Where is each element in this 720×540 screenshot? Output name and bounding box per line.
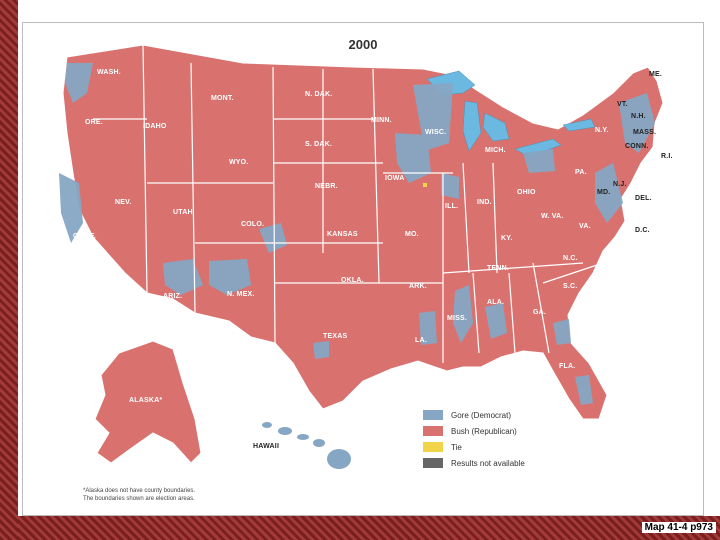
state-label-mass: MASS. (633, 129, 657, 136)
state-label-colo: COLO. (241, 221, 265, 228)
state-label-nh: N.H. (631, 113, 646, 120)
legend-swatch-bush (423, 426, 443, 436)
state-label-miss: MISS. (447, 315, 468, 322)
state-label-mo: MO. (405, 231, 419, 238)
state-label-calif: CALIF. (73, 233, 96, 240)
tie-county (423, 183, 427, 187)
state-label-nc: N.C. (563, 255, 578, 262)
democrat-regions (59, 63, 655, 405)
legend-item-na: Results not available (423, 455, 573, 471)
state-label-alaska: ALASKA* (129, 397, 163, 404)
state-label-mich: MICH. (485, 147, 506, 154)
state-label-idaho: IDAHO (143, 123, 167, 130)
state-label-fla: FLA. (559, 363, 576, 370)
state-label-wash: WASH. (97, 69, 121, 76)
map-frame: 2000 WASH. ORE. IDAHO MONT. WYO. N. DAK.… (22, 22, 704, 516)
us-map (59, 44, 664, 469)
legend-swatch-tie (423, 442, 443, 452)
state-label-conn: CONN. (625, 143, 649, 150)
legend-label-na: Results not available (451, 458, 525, 468)
state-label-sc: S.C. (563, 283, 578, 290)
legend: Gore (Democrat) Bush (Republican) Tie Re… (423, 407, 573, 471)
state-label-iowa: IOWA (385, 175, 405, 182)
state-label-mont: MONT. (211, 95, 234, 102)
state-label-del: DEL. (635, 195, 652, 202)
state-label-vt: VT. (617, 101, 628, 108)
state-label-wisc: WISC. (425, 129, 447, 136)
map-caption: Map 41-4 p973 (641, 522, 716, 533)
state-label-ill: ILL. (445, 203, 459, 210)
great-lakes (426, 70, 596, 158)
state-label-ga: GA. (533, 309, 547, 316)
legend-item-tie: Tie (423, 439, 573, 455)
state-label-minn: MINN. (371, 117, 392, 124)
state-label-ri: R.I. (661, 153, 673, 160)
footnote: *Alaska does not have county boundaries.… (83, 487, 195, 503)
legend-item-gore: Gore (Democrat) (423, 407, 573, 423)
state-label-tenn: TENN. (487, 265, 509, 272)
map-title: 2000 (348, 37, 378, 52)
state-label-ohio: OHIO (517, 189, 536, 196)
state-label-ala: ALA. (487, 299, 505, 306)
legend-swatch-na (423, 458, 443, 468)
state-label-va: VA. (579, 223, 591, 230)
state-label-wva: W. VA. (541, 213, 564, 220)
state-label-nj: N.J. (613, 181, 627, 188)
state-label-texas: TEXAS (323, 333, 348, 340)
state-label-me: ME. (649, 71, 663, 78)
state-label-ind: IND. (477, 199, 492, 206)
state-label-ariz: ARIZ. (163, 293, 183, 300)
state-label-ndak: N. DAK. (305, 91, 333, 98)
state-label-ky: KY. (501, 235, 513, 242)
legend-swatch-gore (423, 410, 443, 420)
hawaii-islands (262, 422, 351, 469)
state-label-wyo: WYO. (229, 159, 249, 166)
legend-item-bush: Bush (Republican) (423, 423, 573, 439)
state-boundaries (93, 44, 604, 363)
state-label-kansas: KANSAS (327, 231, 358, 238)
state-label-dc: D.C. (635, 227, 650, 234)
state-label-nmex: N. MEX. (227, 291, 255, 298)
legend-label-gore: Gore (Democrat) (451, 410, 512, 420)
legend-label-bush: Bush (Republican) (451, 426, 517, 436)
state-label-nebr: NEBR. (315, 183, 338, 190)
state-label-pa: PA. (575, 169, 587, 176)
footnote-line-1: *Alaska does not have county boundaries. (83, 488, 196, 494)
state-label-nev: NEV. (115, 199, 132, 206)
footnote-line-2: The boundaries shown are election areas. (83, 496, 195, 502)
decorative-border-bottom (18, 516, 720, 540)
decorative-border-left (0, 0, 18, 540)
alaska (94, 340, 202, 464)
state-label-utah: UTAH (173, 209, 193, 216)
state-label-ark: ARK. (409, 283, 427, 290)
state-label-ore: ORE. (85, 119, 103, 126)
legend-label-tie: Tie (451, 442, 462, 452)
state-label-md: MD. (597, 189, 611, 196)
state-label-la: LA. (415, 337, 427, 344)
state-label-ny: N.Y. (595, 127, 609, 134)
state-label-hawaii: HAWAII (253, 443, 280, 450)
state-label-sdak: S. DAK. (305, 141, 333, 148)
state-label-okla: OKLA. (341, 277, 364, 284)
